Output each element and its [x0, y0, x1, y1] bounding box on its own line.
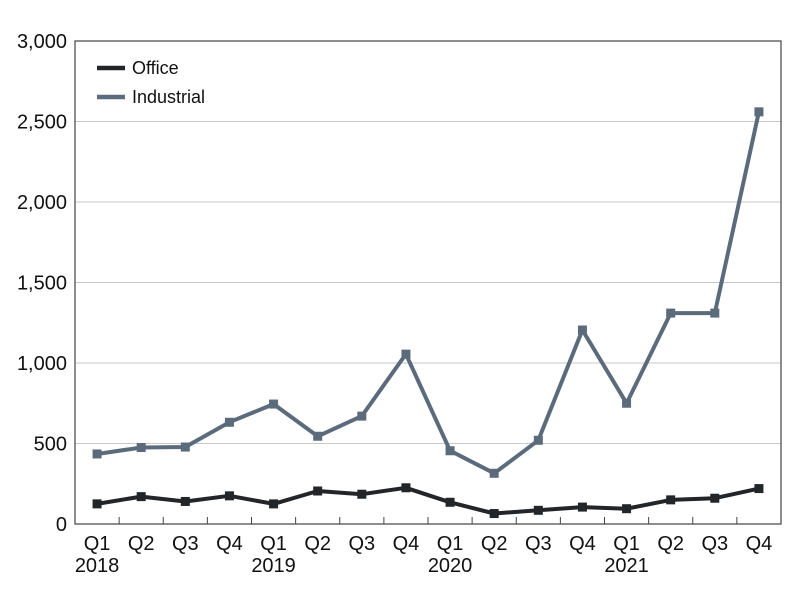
x-tick-label: Q2: [128, 533, 155, 555]
series-office: [92, 483, 764, 519]
data-point-industrial: [533, 435, 543, 445]
data-point-industrial: [180, 442, 190, 452]
legend: Office Industrial: [97, 58, 205, 107]
x-tick-label: Q2: [481, 533, 508, 555]
data-point-office: [710, 493, 720, 503]
data-point-office: [622, 504, 632, 514]
data-point-industrial: [401, 349, 411, 359]
legend-label-industrial: Industrial: [132, 87, 205, 107]
x-tick-label: Q3: [172, 533, 199, 555]
data-point-office: [445, 497, 455, 507]
x-tick-label: Q4: [216, 533, 243, 555]
legend-label-office: Office: [132, 58, 179, 78]
y-tick-label: 2,500: [17, 112, 67, 134]
series-layer: [92, 107, 764, 519]
x-tick-label: Q4: [746, 533, 773, 555]
y-tick-label: 1,500: [17, 273, 67, 295]
data-point-office: [313, 486, 323, 496]
data-point-industrial: [269, 399, 279, 409]
x-tick-label: Q2: [657, 533, 684, 555]
data-point-industrial: [666, 308, 676, 318]
x-tick-label: Q2: [304, 533, 331, 555]
data-point-industrial: [445, 446, 455, 456]
data-point-industrial: [577, 325, 587, 335]
data-point-industrial: [754, 107, 764, 117]
data-point-office: [92, 499, 102, 509]
series-industrial: [92, 107, 764, 478]
x-tick-label: Q1: [437, 533, 464, 555]
x-tick-label: Q3: [701, 533, 728, 555]
x-tick-label: Q4: [393, 533, 420, 555]
y-tick-label: 2,000: [17, 192, 67, 214]
x-tick-label: Q3: [348, 533, 375, 555]
data-point-office: [533, 505, 543, 515]
data-point-industrial: [92, 449, 102, 459]
data-point-office: [666, 495, 676, 505]
x-tick-label: Q1: [260, 533, 287, 555]
x-year-label: 2018: [75, 555, 120, 577]
plot-frame: [74, 40, 782, 525]
data-point-office: [357, 489, 367, 499]
data-point-office: [489, 509, 499, 519]
series-line-industrial: [96, 111, 761, 476]
x-axis-ticks: Q1 Q2 Q3 Q4 Q1 Q2 Q3 Q4 Q1 Q2 Q3 Q4 Q1 Q2 Q3 Q4 2018 2019…: [75, 517, 772, 577]
x-tick-label: Q4: [569, 533, 596, 555]
data-point-industrial: [313, 431, 323, 441]
x-tick-label: Q1: [84, 533, 111, 555]
y-tick-label: 1,000: [17, 353, 67, 375]
data-point-office: [401, 483, 411, 493]
data-point-office: [754, 484, 764, 494]
data-point-industrial: [224, 417, 234, 427]
data-point-office: [269, 499, 279, 509]
series-line-office: [96, 485, 760, 516]
y-tick-label: 0: [56, 514, 67, 536]
data-point-industrial: [136, 443, 146, 453]
data-point-industrial: [710, 308, 720, 318]
data-point-industrial: [357, 411, 367, 421]
y-tick-label: 500: [34, 434, 67, 456]
data-point-office: [577, 502, 587, 512]
x-year-label: 2019: [251, 555, 296, 577]
data-point-industrial: [489, 468, 499, 478]
x-year-label: 2020: [428, 555, 473, 577]
x-tick-label: Q3: [525, 533, 552, 555]
y-tick-label: 3,000: [17, 31, 67, 53]
data-point-industrial: [622, 398, 632, 408]
x-year-label: 2021: [604, 555, 649, 577]
data-point-office: [136, 492, 146, 502]
y-axis-tick-labels: 0 500 1,000 1,500 2,000 2,500 3,000: [17, 31, 67, 536]
data-point-office: [224, 491, 234, 501]
x-tick-label: Q1: [613, 533, 640, 555]
data-point-office: [180, 496, 190, 506]
